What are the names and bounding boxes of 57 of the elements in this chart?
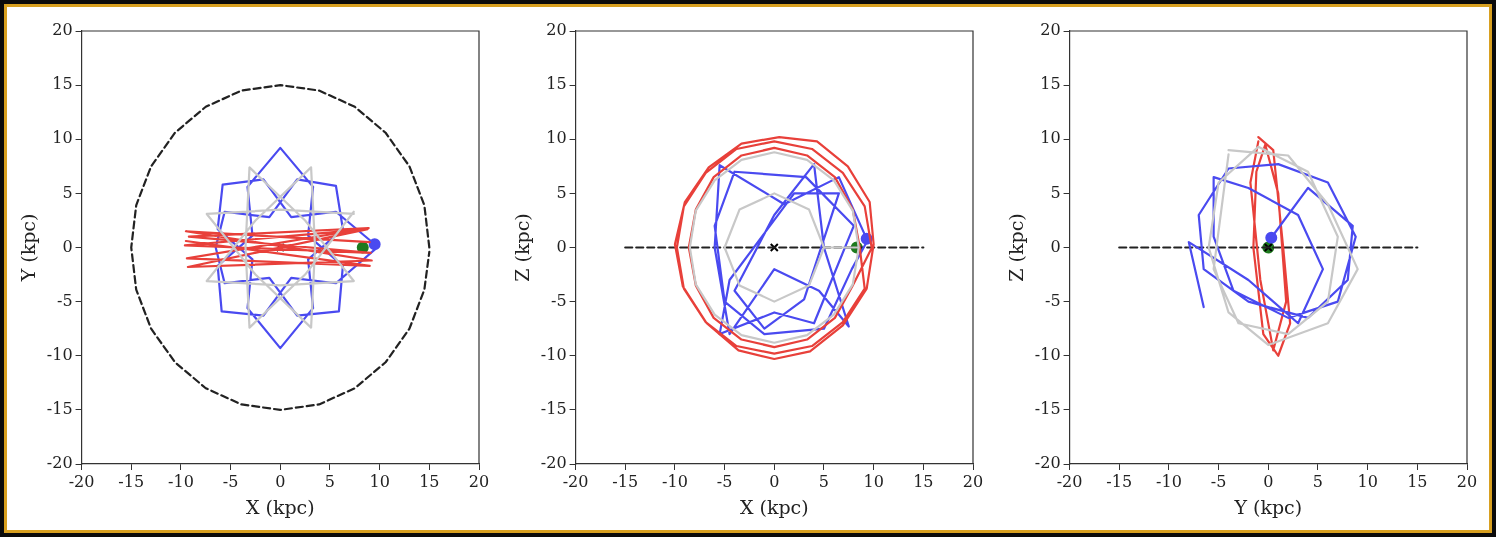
x-tick-label: 5 <box>1312 471 1324 491</box>
x-tick-label: 10 <box>1357 471 1378 491</box>
x-tick-label: 20 <box>468 471 490 491</box>
y-tick-label: -20 <box>1034 453 1061 473</box>
y-tick-label: -15 <box>540 399 567 419</box>
y-tick-label: -10 <box>46 344 73 364</box>
y-tick-label: 0 <box>556 236 567 256</box>
y-tick-label: 15 <box>546 74 567 94</box>
x-tick-label: 0 <box>769 471 780 491</box>
y-tick-label: 5 <box>1050 182 1061 202</box>
x-tick-label: 15 <box>419 471 440 491</box>
y-tick-label: -15 <box>46 399 73 419</box>
y-tick-label: -15 <box>1034 399 1061 419</box>
x-axis-title: X (kpc) <box>245 495 315 518</box>
x-tick-label: 15 <box>913 471 934 491</box>
y-tick-label: -10 <box>540 344 567 364</box>
x-tick-label: 0 <box>1263 471 1274 491</box>
x-tick-label: -10 <box>168 471 194 491</box>
y-tick-label: 15 <box>1040 74 1061 94</box>
y-tick-label: 10 <box>52 128 73 148</box>
y-tick-label: 10 <box>546 128 567 148</box>
x-tick-label: 5 <box>818 471 830 491</box>
y-tick-label: -20 <box>540 453 567 473</box>
x-tick-label: -5 <box>716 471 733 491</box>
y-axis-title: Y (kpc) <box>17 213 40 283</box>
x-tick-label: -10 <box>1156 471 1182 491</box>
x-tick-label: 20 <box>962 471 984 491</box>
x-tick-label: 10 <box>369 471 390 491</box>
y-tick-label: -10 <box>1034 344 1061 364</box>
y-tick-label: -5 <box>550 290 567 310</box>
x-tick-label: -5 <box>222 471 239 491</box>
x-tick-label: -15 <box>612 471 639 491</box>
x-tick-label: 10 <box>863 471 884 491</box>
x-axis-title: Y (kpc) <box>1233 495 1303 518</box>
y-axis-title: Z (kpc) <box>511 213 534 282</box>
y-tick-label: 20 <box>52 20 73 40</box>
y-tick-label: 10 <box>1040 128 1061 148</box>
y-tick-label: 0 <box>1050 236 1061 256</box>
y-tick-label: 20 <box>546 20 567 40</box>
y-tick-label: -5 <box>1044 290 1061 310</box>
x-tick-label: 20 <box>1456 471 1478 491</box>
x-tick-label: 15 <box>1407 471 1428 491</box>
y-tick-label: 15 <box>52 74 73 94</box>
x-axis-title: X (kpc) <box>739 495 809 518</box>
y-tick-label: -5 <box>56 290 73 310</box>
y-axis-title: Z (kpc) <box>1005 213 1028 282</box>
x-tick-label: -5 <box>1210 471 1227 491</box>
y-tick-label: 5 <box>62 182 73 202</box>
y-tick-label: 0 <box>62 236 73 256</box>
x-tick-label: 0 <box>275 471 286 491</box>
y-tick-label: 20 <box>1040 20 1061 40</box>
x-tick-label: -15 <box>1106 471 1133 491</box>
y-tick-label: 5 <box>556 182 567 202</box>
x-tick-label: -15 <box>118 471 145 491</box>
x-tick-label: 5 <box>324 471 336 491</box>
y-tick-label: -20 <box>46 453 73 473</box>
x-tick-label: -10 <box>662 471 688 491</box>
